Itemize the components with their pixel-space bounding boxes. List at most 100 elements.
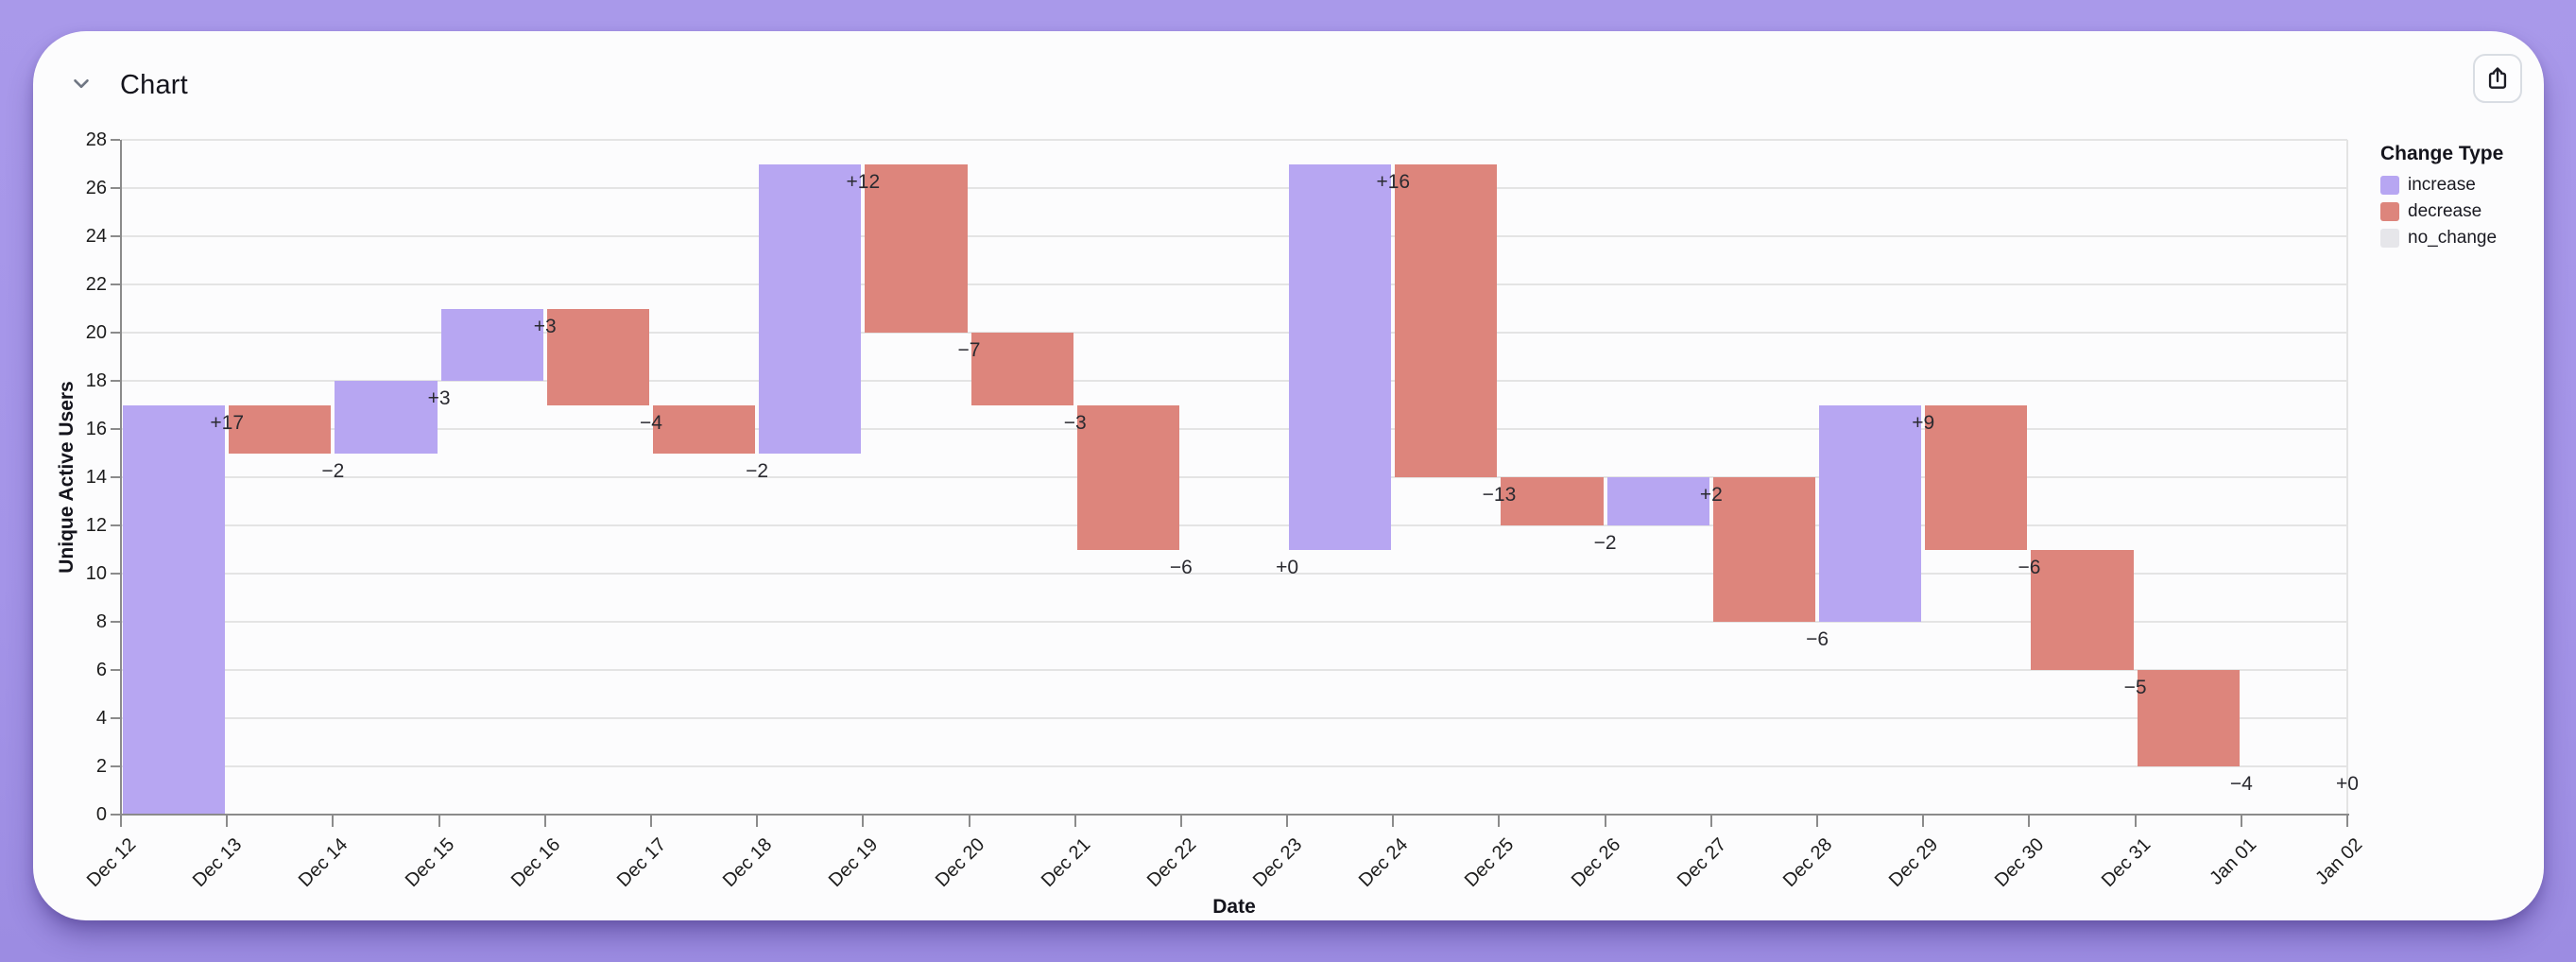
y-axis-tick [111, 187, 120, 189]
y-axis-tick [111, 524, 120, 526]
waterfall-bar-increase[interactable] [1606, 477, 1709, 525]
x-axis-tick [2028, 815, 2031, 827]
x-tick-label: Dec 29 [1885, 833, 1943, 892]
y-axis-tick [111, 669, 120, 671]
gridline [121, 283, 2347, 285]
x-tick-label: Dec 31 [2097, 833, 2155, 892]
x-axis-tick [1392, 815, 1395, 827]
legend-item-increase[interactable]: increase [2380, 175, 2543, 196]
y-tick-label: 10 [85, 563, 107, 584]
y-tick-label: 4 [95, 708, 107, 729]
waterfall-chart: Unique Active Users Date 0 2 4 6 8 10 12 14 16 18… [33, 31, 2544, 920]
y-tick-label: 16 [85, 419, 107, 439]
waterfall-bar-decrease[interactable] [546, 308, 649, 405]
x-tick-label: Dec 24 [1355, 833, 1413, 892]
legend-item-decrease[interactable]: decrease [2380, 201, 2543, 222]
y-tick-label: 14 [85, 467, 107, 488]
chart-card: Chart Unique Active Users Date 0 2 4 6 8 10 12… [33, 31, 2544, 920]
legend-item-no-change[interactable]: no_change [2380, 228, 2543, 249]
x-tick-label: Dec 12 [82, 833, 141, 892]
y-tick-label: 20 [85, 322, 107, 343]
y-axis-tick [111, 428, 120, 430]
y-axis-tick [111, 717, 120, 719]
waterfall-bar-decrease[interactable] [2137, 670, 2240, 766]
gridline [121, 380, 2347, 382]
legend-label: increase [2408, 175, 2476, 195]
legend: Change Type increase decrease no_change [2380, 143, 2543, 254]
x-tick-label: Dec 19 [825, 833, 883, 892]
bar-value-label: −5 [2123, 677, 2147, 698]
x-axis-tick [438, 815, 440, 827]
bar-value-label: −2 [746, 459, 769, 482]
waterfall-bar-decrease[interactable] [229, 404, 332, 454]
waterfall-bar-decrease[interactable] [970, 333, 1073, 405]
x-axis-tick [649, 815, 652, 827]
share-icon [2488, 67, 2507, 89]
waterfall-bar-increase[interactable] [335, 381, 438, 454]
x-tick-label: Dec 25 [1461, 833, 1519, 892]
page-title: Chart [120, 70, 188, 100]
gridline [121, 428, 2347, 430]
waterfall-bar-decrease[interactable] [2031, 549, 2134, 670]
waterfall-bar-decrease[interactable] [1925, 404, 2028, 550]
x-tick-label: Dec 21 [1037, 833, 1094, 892]
y-tick-label: 8 [95, 611, 107, 632]
waterfall-bar-increase[interactable] [123, 404, 226, 815]
gridline [121, 476, 2347, 478]
x-tick-label: Dec 28 [1778, 833, 1837, 892]
x-axis-tick [968, 815, 970, 827]
x-tick-label: Dec 23 [1248, 833, 1307, 892]
bar-value-label: +12 [846, 170, 881, 193]
x-tick-label: Dec 27 [1673, 833, 1731, 892]
bar-value-label: −6 [1169, 556, 1193, 578]
x-axis-tick [1604, 815, 1606, 827]
collapse-chart-button[interactable] [63, 65, 99, 101]
waterfall-bar-decrease[interactable] [652, 404, 756, 454]
waterfall-bar-increase[interactable] [440, 308, 543, 381]
y-axis-tick [111, 621, 120, 623]
x-tick-label: Jan 02 [2311, 833, 2367, 889]
gridline-right-edge [2346, 140, 2348, 815]
waterfall-bar-decrease[interactable] [1712, 477, 1816, 622]
bar-value-label: −4 [2229, 773, 2253, 795]
waterfall-bar-increase[interactable] [1289, 163, 1392, 550]
bar-value-label: +3 [427, 387, 451, 409]
gridline [121, 524, 2347, 526]
gridline [121, 332, 2347, 334]
waterfall-bar-decrease[interactable] [1501, 477, 1604, 525]
x-tick-label: Dec 30 [1991, 833, 2049, 892]
x-tick-label: Dec 13 [189, 833, 247, 892]
waterfall-bar-decrease[interactable] [1076, 404, 1179, 550]
bar-value-label: −6 [2018, 556, 2041, 578]
bar-value-label: +2 [1699, 484, 1723, 506]
x-axis-tick [756, 815, 759, 827]
gridline [121, 765, 2347, 767]
waterfall-bar-decrease[interactable] [865, 163, 968, 333]
y-axis-tick [111, 476, 120, 478]
x-axis-tick [120, 815, 122, 827]
y-tick-label: 18 [85, 370, 107, 391]
x-axis-tick [332, 815, 335, 827]
x-axis-line [113, 814, 2349, 816]
bar-value-label: −4 [639, 411, 662, 434]
bar-value-label: +17 [210, 411, 244, 434]
gridline [121, 187, 2347, 189]
x-tick-label: Dec 17 [612, 833, 671, 892]
y-axis-tick [111, 573, 120, 575]
gridline [121, 235, 2347, 237]
x-tick-label: Dec 14 [295, 833, 352, 892]
gridline [121, 717, 2347, 719]
share-button[interactable] [2473, 54, 2522, 103]
x-axis-tick [862, 815, 865, 827]
x-axis-tick [1498, 815, 1501, 827]
waterfall-bar-increase[interactable] [1819, 404, 1922, 622]
waterfall-bar-increase[interactable] [759, 163, 862, 454]
x-axis-tick [1073, 815, 1076, 827]
waterfall-bar-decrease[interactable] [1395, 163, 1498, 477]
y-axis-tick [111, 380, 120, 382]
x-tick-label: Dec 16 [507, 833, 565, 892]
x-axis-tick [543, 815, 546, 827]
x-tick-label: Dec 15 [401, 833, 458, 892]
bar-value-label: −2 [321, 459, 345, 482]
